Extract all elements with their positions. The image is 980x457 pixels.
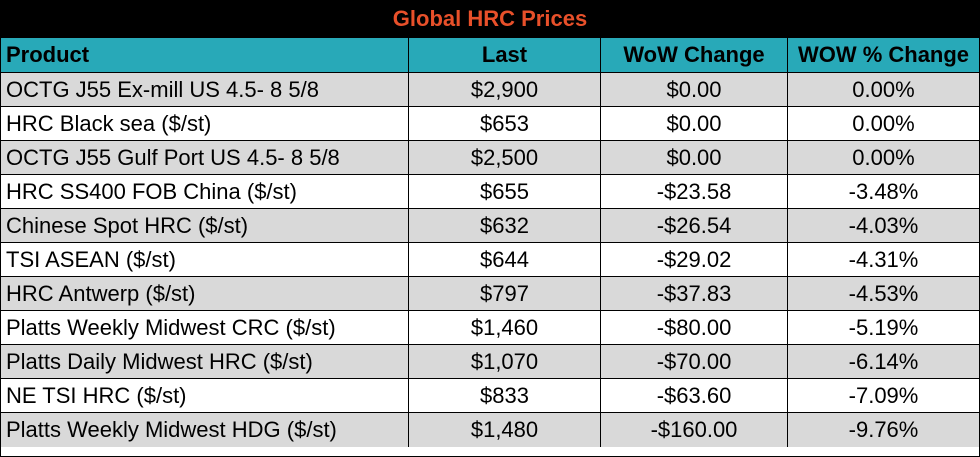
header-wow-pct-change: WOW % Change [797, 42, 970, 67]
header-last: Last [409, 38, 601, 72]
cell-wow-change: -$37.83 [601, 277, 788, 310]
cell-last: $2,900 [409, 73, 601, 106]
cell-wow-change: $0.00 [601, 141, 788, 174]
table-row: HRC Black sea ($/st) $653 $0.00 0.00% [1, 107, 979, 141]
cell-wow-change: -$23.58 [601, 175, 788, 208]
cell-product: Chinese Spot HRC ($/st) [1, 209, 409, 242]
cell-product: HRC Black sea ($/st) [1, 107, 409, 140]
table-body: OCTG J55 Ex-mill US 4.5- 8 5/8 $2,900 $0.0… [1, 73, 979, 447]
table-title: Global HRC Prices [392, 6, 588, 31]
cell-product: Platts Weekly Midwest HDG ($/st) [1, 413, 409, 447]
cell-wow-pct-change: -9.76% [848, 417, 919, 442]
table-row: HRC Antwerp ($/st) $797 -$37.83 -4.53% [1, 277, 979, 311]
table-row: OCTG J55 Gulf Port US 4.5- 8 5/8 $2,500 $0… [1, 141, 979, 175]
cell-product: OCTG J55 Ex-mill US 4.5- 8 5/8 [1, 73, 409, 106]
table-row: NE TSI HRC ($/st) $833 -$63.60 -7.09% [1, 379, 979, 413]
cell-last: $1,460 [409, 311, 601, 344]
cell-wow-change: -$29.02 [601, 243, 788, 276]
cell-wow-pct-change: 0.00% [852, 110, 915, 136]
cell-product: HRC Antwerp ($/st) [1, 277, 409, 310]
header-product: Product [1, 38, 409, 72]
cell-last: $653 [409, 107, 601, 140]
cell-last: $644 [409, 243, 601, 276]
cell-last: $2,500 [409, 141, 601, 174]
table-row: HRC SS400 FOB China ($/st) $655 -$23.58 -3.… [1, 175, 979, 209]
cell-wow-change: -$80.00 [601, 311, 788, 344]
cell-wow-pct-change: 0.00% [852, 76, 915, 102]
cell-wow-change: -$160.00 [601, 413, 788, 447]
header-row: Product Last WoW Change WOW % Change [1, 38, 979, 73]
cell-product: Platts Daily Midwest HRC ($/st) [1, 345, 409, 378]
table-title-bar: Global HRC Prices [1, 1, 979, 38]
cell-wow-pct-change: -7.09% [848, 382, 919, 408]
table-row: OCTG J55 Ex-mill US 4.5- 8 5/8 $2,900 $0.0… [1, 73, 979, 107]
cell-last: $1,070 [409, 345, 601, 378]
table-row: Platts Daily Midwest HRC ($/st) $1,070 -$7… [1, 345, 979, 379]
cell-last: $797 [409, 277, 601, 310]
table-row: TSI ASEAN ($/st) $644 -$29.02 -4.31% [1, 243, 979, 277]
table-row: Platts Weekly Midwest CRC ($/st) $1,460 -$… [1, 311, 979, 345]
cell-product: HRC SS400 FOB China ($/st) [1, 175, 409, 208]
cell-product: Platts Weekly Midwest CRC ($/st) [1, 311, 409, 344]
header-wow-change: WoW Change [601, 38, 788, 72]
cell-wow-change: $0.00 [601, 73, 788, 106]
cell-wow-change: -$26.54 [601, 209, 788, 242]
cell-product: TSI ASEAN ($/st) [1, 243, 409, 276]
cell-wow-change: -$63.60 [601, 379, 788, 412]
cell-wow-pct-change: -6.14% [848, 348, 919, 374]
cell-product: OCTG J55 Gulf Port US 4.5- 8 5/8 [1, 141, 409, 174]
cell-last: $655 [409, 175, 601, 208]
table-row: Chinese Spot HRC ($/st) $632 -$26.54 -4.03% [1, 209, 979, 243]
cell-last: $1,480 [409, 413, 601, 447]
cell-wow-pct-change: -3.48% [848, 178, 919, 204]
cell-wow-pct-change: -5.19% [848, 314, 919, 340]
cell-wow-pct-change: -4.53% [848, 280, 919, 306]
cell-last: $632 [409, 209, 601, 242]
cell-wow-change: $0.00 [601, 107, 788, 140]
cell-last: $833 [409, 379, 601, 412]
cell-wow-change: -$70.00 [601, 345, 788, 378]
table-row: Platts Weekly Midwest HDG ($/st) $1,480 -$… [1, 413, 979, 447]
cell-product: NE TSI HRC ($/st) [1, 379, 409, 412]
cell-wow-pct-change: 0.00% [852, 144, 915, 170]
cell-wow-pct-change: -4.31% [848, 246, 919, 272]
cell-wow-pct-change: -4.03% [848, 212, 919, 238]
